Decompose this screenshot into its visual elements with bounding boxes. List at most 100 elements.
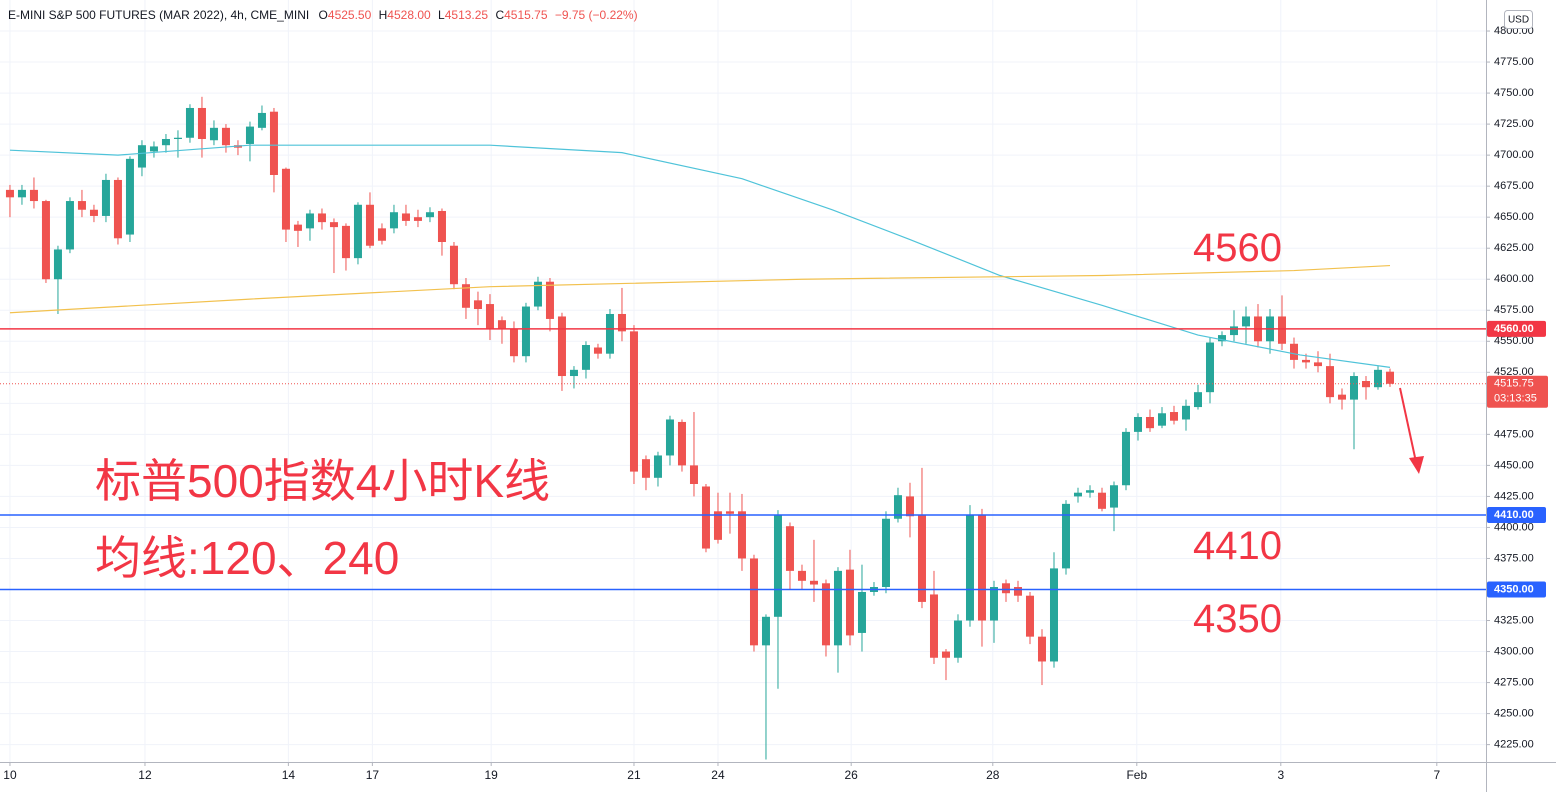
candle-body [365,204,374,246]
candle-body [653,455,662,478]
ohlc-value: 4525.50 [328,8,372,22]
candle-body [125,158,134,235]
x-tick-label: 12 [138,768,152,782]
last-price-tag [1487,375,1548,408]
change: −9.75 (−0.22%) [555,8,638,22]
y-tick-label: 4425.00 [1494,490,1534,502]
ohlc-prefix: L [438,8,445,22]
title-line: 均线:120、240 [95,532,399,584]
candle-body [77,201,86,210]
candle-body [1205,342,1214,393]
moving-average [9,264,1391,314]
candle-body [569,369,578,377]
candle-body [113,179,122,239]
candle-body [557,316,566,377]
candle-body [953,620,962,658]
candle-body [1085,490,1094,493]
x-tick-label: 14 [282,768,296,782]
currency: USD [1508,15,1529,26]
ohlc-prefix: C [495,8,504,22]
candle-body [437,210,446,243]
y-tick-label: 4275.00 [1494,676,1534,688]
candle-body [149,146,158,152]
candle-body [1001,583,1010,594]
arrow-head [1409,456,1424,474]
last-price-label: 4515.75 [1494,378,1534,390]
candle-body [449,245,458,285]
header: E-MINI S&P 500 FUTURES (MAR 2022), 4h, C… [8,8,638,22]
candle-body [893,495,902,519]
candle-body [641,459,650,478]
candle-body [101,179,110,216]
candle-body [605,313,614,354]
candle-body [1073,492,1082,497]
candle-body [293,224,302,231]
symbol: E-MINI S&P 500 FUTURES (MAR 2022), 4h, C… [8,8,309,22]
y-tick-label: 4650.00 [1494,211,1534,223]
candle-body [209,127,218,141]
candle-body [89,209,98,216]
candle-body [1229,326,1238,336]
arrow [1399,387,1417,463]
candle-body [1169,412,1178,421]
candle-body [725,511,734,514]
y-tick-label: 4325.00 [1494,614,1534,626]
x-tick-label: 7 [1433,768,1440,782]
level-annotation: 4560 [1193,226,1282,270]
candle-body [341,225,350,259]
candle-body [389,212,398,229]
candle-body [461,284,470,308]
y-tick-label: 4250.00 [1494,708,1534,720]
candle-body [317,213,326,223]
candle-body [941,651,950,658]
y-tick-label: 4775.00 [1494,56,1534,68]
candle-body [857,591,866,633]
candle-body [821,583,830,646]
candle-body [965,515,974,621]
candle-body [593,347,602,354]
candle-body [1289,343,1298,360]
level-annotation: 4350 [1193,597,1282,641]
candle-body [257,112,266,128]
candle-body [665,419,674,456]
candle-body [1145,416,1154,429]
candle-body [761,616,770,646]
candle-body [1121,431,1130,486]
candle-body [617,313,626,332]
y-tick-label: 4725.00 [1494,118,1534,130]
candle-body [749,558,758,646]
candle-body [497,320,506,329]
candle-body [1337,394,1346,400]
level-tag-label: 4560.00 [1494,323,1534,335]
candle-body [521,306,530,357]
candle-body [881,518,890,588]
candle-body [1373,369,1382,388]
candle-body [1061,503,1070,569]
level-tag-label: 4410.00 [1494,509,1534,521]
candle-body [485,304,494,329]
candle-body [845,569,854,636]
candle-body [1097,492,1106,509]
candle-body [17,189,26,198]
y-tick-label: 4750.00 [1494,87,1534,99]
candle-body [581,345,590,370]
candle-body [281,168,290,230]
candle-body [737,511,746,559]
candle-body [41,201,50,280]
candle-body [677,421,686,466]
candle-body [989,587,998,621]
x-tick-label: 19 [484,768,498,782]
candle-body [773,515,782,617]
currency-box[interactable] [1504,10,1533,29]
candle-body [1325,366,1334,398]
candle-body [1217,335,1226,342]
candle-body [785,526,794,571]
y-tick-label: 4700.00 [1494,149,1534,161]
candle-body [1241,316,1250,327]
candle-body [929,594,938,658]
candle-body [161,138,170,146]
ohlc-value: 4513.25 [445,8,489,22]
candle-body [425,212,434,218]
level-annotation: 4410 [1193,524,1282,568]
